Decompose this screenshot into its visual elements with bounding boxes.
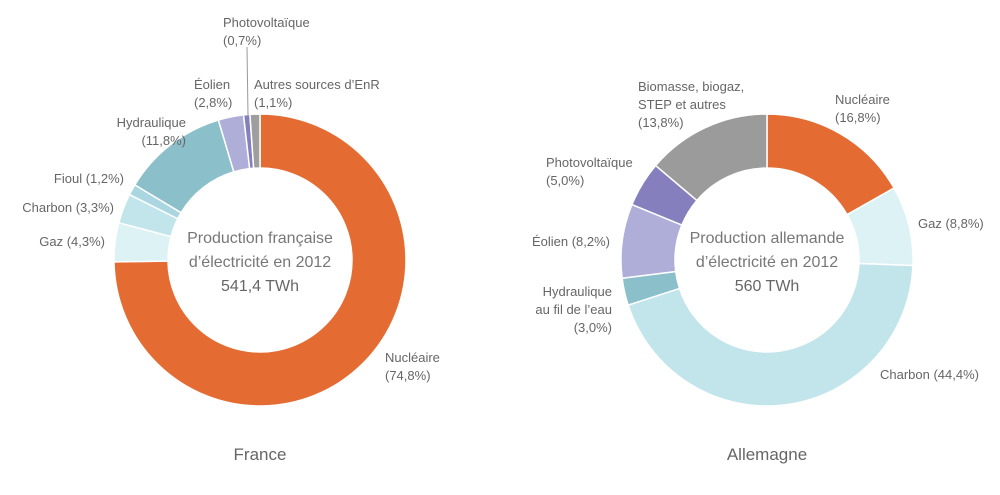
- slice-allemagne-biomasse[interactable]: [654, 113, 768, 202]
- slice-france-nucleaire[interactable]: [113, 113, 407, 407]
- country-caption-france: France: [234, 445, 287, 464]
- slice-label-allemagne-charbon: Charbon (44,4%): [880, 367, 979, 382]
- country-caption-allemagne: Allemagne: [727, 445, 807, 464]
- slice-label-france-fioul: Fioul (1,2%): [54, 171, 124, 186]
- donut-chart-france: Nucléaire (74,8%) Gaz (4,3%) Charbon (3,3%)…: [22, 15, 440, 464]
- slice-label-france-charbon: Charbon (3,3%): [22, 200, 114, 215]
- center-total-allemagne: 560 TWh: [735, 278, 800, 295]
- slice-label-allemagne-nucleaire: Nucléaire (16,8%): [835, 92, 890, 125]
- center-title-allemagne: Production allemande: [690, 230, 845, 247]
- slice-label-allemagne-gaz: Gaz (8,8%): [918, 216, 984, 231]
- slice-label-france-autres_enr: Autres sources d’EnR (1,1%): [254, 77, 380, 110]
- slice-label-allemagne-biomasse: Biomasse, biogaz, STEP et autres (13,8%): [638, 79, 744, 130]
- slice-label-france-eolien: Éolien (2,8%): [194, 77, 232, 110]
- slice-label-allemagne-photovoltaique: Photovoltaïque (5,0%): [546, 155, 633, 188]
- center-subtitle-allemagne: d’électricité en 2012: [696, 254, 838, 271]
- slice-france-autres_enr[interactable]: [249, 113, 261, 169]
- slice-label-allemagne-hydraulique: Hydraulique au fil de l’eau (3,0%): [535, 284, 612, 335]
- slice-label-france-gaz: Gaz (4,3%): [39, 234, 105, 249]
- center-total-france: 541,4 TWh: [221, 278, 299, 295]
- center-subtitle-france: d’électricité en 2012: [189, 254, 331, 271]
- donut-chart-allemagne: Nucléaire (16,8%) Gaz (8,8%) Charbon (44,4%…: [532, 79, 984, 464]
- slice-allemagne-charbon[interactable]: [627, 262, 914, 407]
- leader-line-france-photovoltaique: [246, 46, 249, 117]
- slice-label-france-photovoltaique: Photovoltaïque (0,7%): [223, 15, 310, 48]
- slice-label-france-hydraulique: Hydraulique (11,8%): [117, 115, 186, 148]
- slice-label-allemagne-eolien: Éolien (8,2%): [532, 234, 610, 249]
- center-title-france: Production française: [187, 230, 333, 247]
- slice-label-france-nucleaire: Nucléaire (74,8%): [385, 350, 440, 383]
